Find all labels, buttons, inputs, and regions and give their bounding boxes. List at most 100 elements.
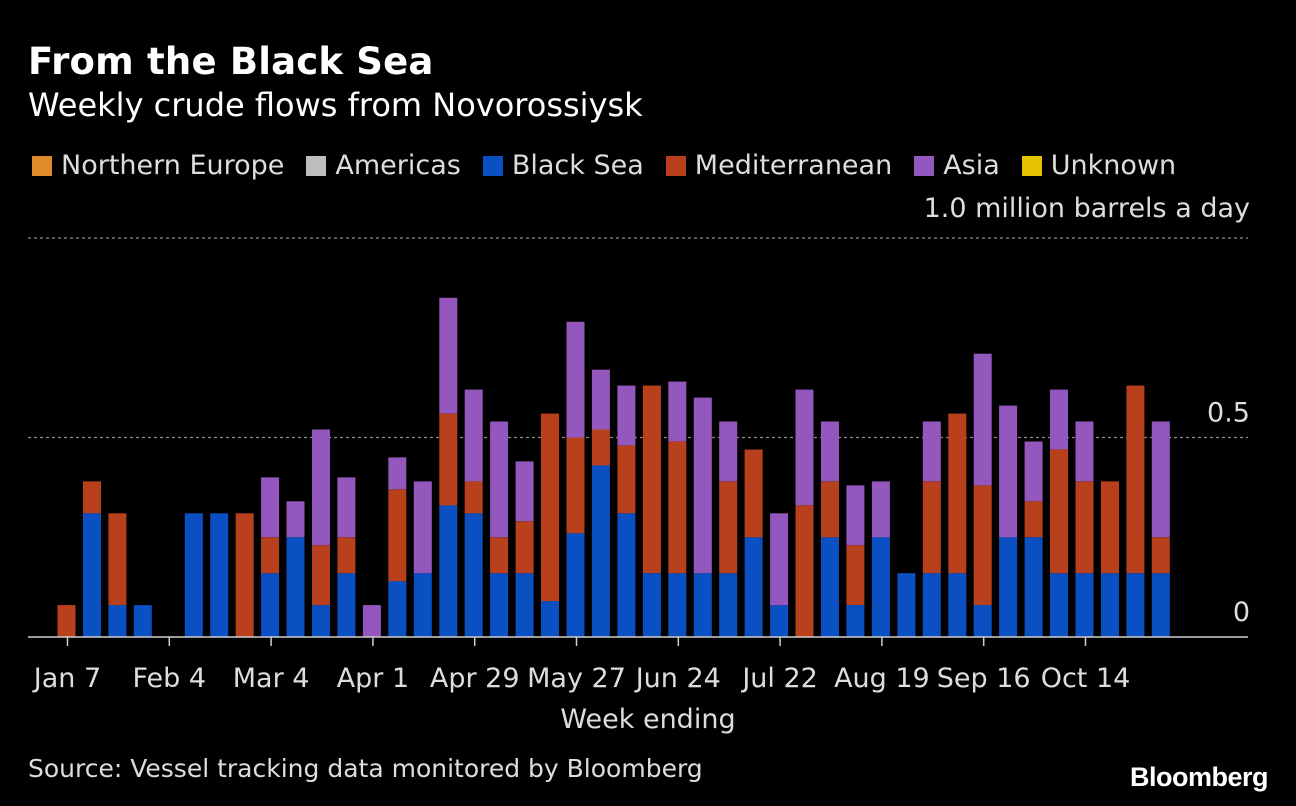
bar-mediterranean-week-16 <box>439 413 458 506</box>
bar-asia-week-10 <box>286 501 305 538</box>
bar-asia-week-29 <box>770 513 789 606</box>
x-tick-label: Jan 7 <box>32 663 101 694</box>
bar-mediterranean-week-9 <box>261 537 280 574</box>
bar-mediterranean-week-19 <box>515 521 534 574</box>
bar-black-sea-week-41 <box>1075 573 1094 637</box>
x-axis-title: Week ending <box>560 704 736 735</box>
bar-black-sea-week-16 <box>439 505 458 637</box>
bar-black-sea-week-12 <box>337 573 356 637</box>
bar-mediterranean-week-35 <box>922 481 941 574</box>
legend-item-asia: Asia <box>914 150 1000 181</box>
legend-label: Americas <box>335 150 461 181</box>
bar-black-sea-week-18 <box>490 573 509 637</box>
bar-mediterranean-week-27 <box>719 481 738 574</box>
bar-black-sea-week-21 <box>566 533 585 637</box>
bar-mediterranean-week-43 <box>1126 385 1145 574</box>
bar-black-sea-week-26 <box>693 573 712 637</box>
bar-asia-week-22 <box>591 369 610 430</box>
bar-black-sea-week-43 <box>1126 573 1145 637</box>
bar-mediterranean-week-25 <box>668 441 687 574</box>
bar-mediterranean-week-42 <box>1101 481 1119 574</box>
legend-swatch <box>32 155 52 176</box>
y-tick-label: 0 <box>1233 597 1250 628</box>
bar-asia-week-18 <box>490 421 509 538</box>
y-tick-labels: 00.5 <box>1207 398 1250 629</box>
bar-asia-week-9 <box>261 477 280 538</box>
bar-mediterranean-week-30 <box>795 505 814 637</box>
bar-black-sea-week-39 <box>1024 537 1043 638</box>
x-tick-label: Jun 24 <box>634 663 721 694</box>
bar-black-sea-week-32 <box>846 605 865 637</box>
bar-mediterranean-week-23 <box>617 445 636 514</box>
bar-mediterranean-week-1 <box>57 605 76 637</box>
bar-asia-week-27 <box>719 421 738 482</box>
bar-asia-week-12 <box>337 477 356 538</box>
bar-black-sea-week-17 <box>464 513 483 637</box>
bar-black-sea-week-27 <box>719 573 738 637</box>
bar-asia-week-17 <box>464 389 483 482</box>
bar-mediterranean-week-31 <box>821 481 839 538</box>
legend: Northern Europe Americas Black Sea Mediterr… <box>32 150 1198 181</box>
bar-asia-week-16 <box>439 297 458 414</box>
bar-mediterranean-week-20 <box>541 413 559 602</box>
bar-mediterranean-week-40 <box>1050 449 1068 574</box>
bar-asia-week-40 <box>1050 389 1068 450</box>
chart-subtitle: Weekly crude flows from Novorossiysk <box>28 86 643 124</box>
bar-mediterranean-week-11 <box>312 545 330 605</box>
bar-mediterranean-week-36 <box>948 413 967 574</box>
x-tick-label: Mar 4 <box>233 663 310 694</box>
bar-black-sea-week-29 <box>770 605 789 637</box>
x-tick-label: Apr 1 <box>337 663 409 694</box>
bar-black-sea-week-42 <box>1101 573 1119 637</box>
bar-black-sea-week-35 <box>922 573 941 637</box>
legend-swatch <box>306 155 327 176</box>
bar-black-sea-week-33 <box>871 537 890 638</box>
legend-item-americas: Americas <box>306 150 461 181</box>
bar-asia-week-11 <box>312 429 330 546</box>
bar-mediterranean-week-37 <box>973 485 992 606</box>
bar-asia-week-32 <box>846 485 865 546</box>
bar-asia-week-41 <box>1075 421 1094 482</box>
bar-asia-week-15 <box>413 481 432 574</box>
x-tick-label: Oct 14 <box>1041 663 1131 694</box>
bar-black-sea-week-36 <box>948 573 967 637</box>
legend-label: Asia <box>943 150 1000 181</box>
bar-black-sea-week-25 <box>668 573 687 637</box>
bloomberg-logo: Bloomberg <box>1129 762 1269 792</box>
legend-label: Mediterranean <box>694 150 893 181</box>
x-tick-label: Feb 4 <box>133 663 207 694</box>
legend-label: Northern Europe <box>61 150 285 181</box>
legend-item-unknown: Unknown <box>1021 150 1176 181</box>
bar-mediterranean-week-41 <box>1075 481 1094 574</box>
source-note: Source: Vessel tracking data monitored b… <box>28 754 703 783</box>
bar-mediterranean-week-44 <box>1151 537 1170 574</box>
bar-mediterranean-week-32 <box>846 545 865 605</box>
bar-mediterranean-week-18 <box>490 537 509 574</box>
bar-black-sea-week-11 <box>312 605 330 637</box>
y-axis-unit-label: 1.0 million barrels a day <box>923 193 1250 224</box>
bar-black-sea-week-23 <box>617 513 636 637</box>
bar-mediterranean-week-21 <box>566 437 585 534</box>
bar-asia-week-33 <box>871 481 890 538</box>
bar-mediterranean-week-17 <box>464 481 483 514</box>
bar-mediterranean-week-14 <box>388 489 407 582</box>
bar-black-sea-week-28 <box>744 537 763 638</box>
bar-mediterranean-week-22 <box>591 429 610 466</box>
bar-mediterranean-week-28 <box>744 449 763 538</box>
legend-swatch <box>665 155 686 176</box>
bar-black-sea-week-6 <box>184 513 203 637</box>
bar-mediterranean-week-2 <box>83 481 101 514</box>
bar-black-sea-week-10 <box>286 537 305 638</box>
legend-label: Black Sea <box>511 150 644 181</box>
bar-asia-week-26 <box>693 397 712 574</box>
x-tick-label: May 27 <box>527 663 626 694</box>
bar-asia-week-23 <box>617 385 636 446</box>
x-tick-label: Aug 19 <box>834 663 930 694</box>
bar-asia-week-35 <box>922 421 941 482</box>
bar-asia-week-31 <box>821 421 839 482</box>
bar-asia-week-19 <box>515 461 534 522</box>
chart-title: From the Black Sea <box>28 40 434 83</box>
legend-item-black-sea: Black Sea <box>482 150 644 181</box>
bar-black-sea-week-38 <box>999 537 1018 638</box>
